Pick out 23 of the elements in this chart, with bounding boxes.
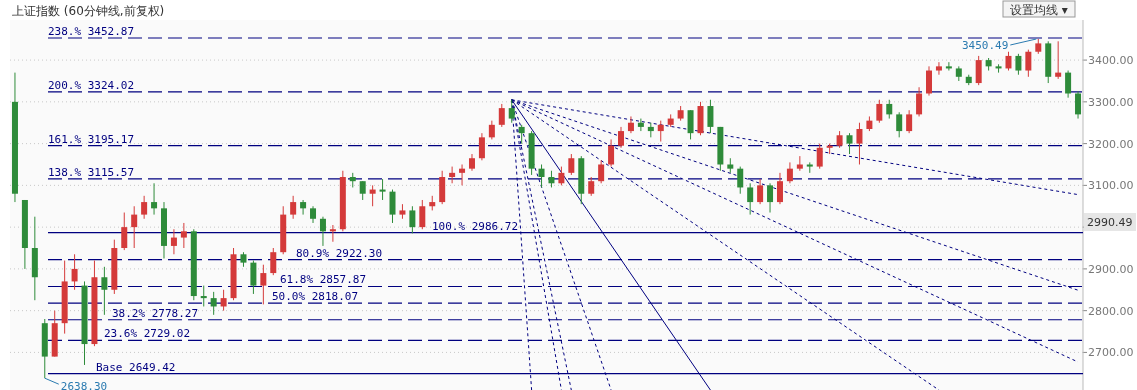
annotation: 设置均线 ▾ xyxy=(1002,0,1076,18)
ref-line-label: 80.9% 2922.30 xyxy=(296,246,383,260)
y-tick-label: 3200.00 xyxy=(1088,137,1134,151)
ref-line-label: 23.6% 2729.02 xyxy=(104,327,191,341)
title: 上证指数 (60分钟线,前复权) xyxy=(12,4,165,18)
ref-line-label: 38.2% 2778.27 xyxy=(112,306,199,320)
y-tick-label: 3100.00 xyxy=(1088,179,1134,193)
ref-line-label: 61.8% 2857.87 xyxy=(280,273,367,287)
text: 2990.49 xyxy=(1087,216,1133,229)
ref-line-label: 100.% 2986.72 xyxy=(432,219,519,233)
annotation: 2638.30 xyxy=(60,380,108,390)
y-tick-label: 2800.00 xyxy=(1088,304,1134,318)
ref-line-label: 50.0% 2818.07 xyxy=(272,290,359,304)
ref-line-label: 200.% 3324.02 xyxy=(48,78,135,92)
ref-line-label: 138.% 3115.57 xyxy=(48,165,135,179)
ref-line-label: 161.% 3195.17 xyxy=(48,132,135,146)
y-tick-label: 3300.00 xyxy=(1088,95,1134,109)
y-tick-label: 2700.00 xyxy=(1088,346,1134,360)
ref-line-label: Base 2649.42 xyxy=(96,360,176,374)
y-tick-label: 3400.00 xyxy=(1088,54,1134,68)
ref-line-label: 238.% 3452.87 xyxy=(48,25,135,39)
annotation: 3450.49 xyxy=(961,39,1009,53)
y-tick-label: 2900.00 xyxy=(1088,262,1134,276)
